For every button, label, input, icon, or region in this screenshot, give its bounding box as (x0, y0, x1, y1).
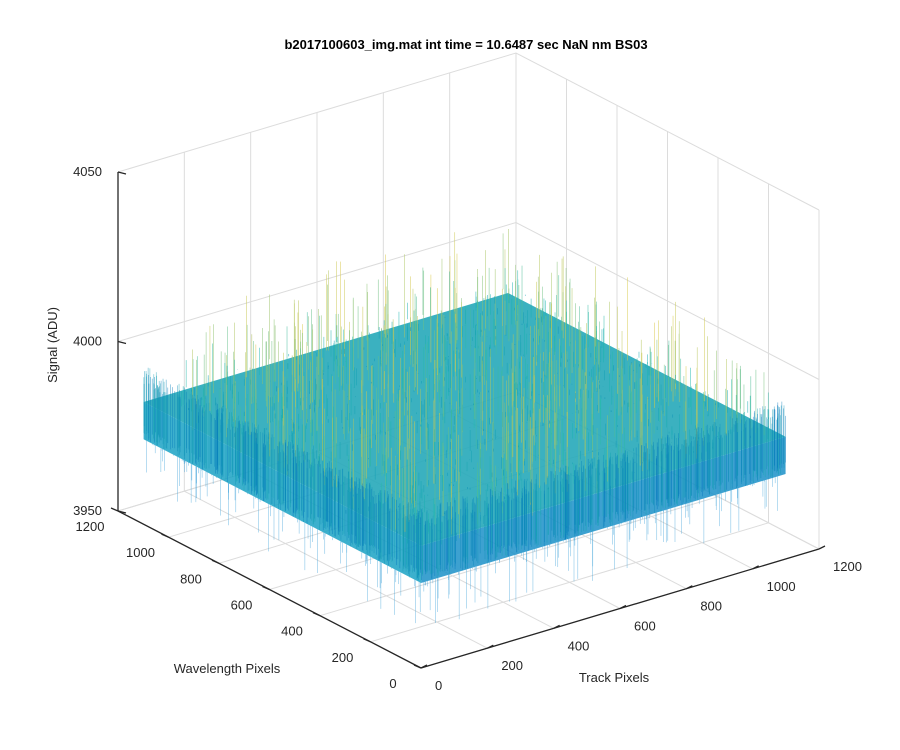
x-tick (553, 624, 560, 629)
x-tick-label: 600 (634, 619, 656, 634)
y-tick-label: 800 (180, 571, 202, 586)
z-tick-label: 4050 (73, 164, 102, 179)
y-tick (413, 664, 422, 669)
z-tick-label: 3950 (73, 503, 102, 518)
y-tick (363, 638, 371, 643)
z-tick (117, 510, 127, 514)
grid-wall-z-line (117, 52, 820, 211)
x-tick-label: 800 (700, 599, 722, 614)
y-tick (262, 585, 270, 591)
surface-top-face (143, 292, 786, 546)
y-tick-label: 1000 (126, 545, 155, 560)
x-tick-label: 1000 (767, 579, 796, 594)
x-tick-label: 0 (435, 678, 442, 693)
y-tick-label: 600 (231, 598, 253, 613)
chart-title: b2017100603_img.mat int time = 10.6487 s… (284, 37, 647, 52)
grid-wall-z-line (117, 221, 820, 380)
x-tick (420, 664, 428, 669)
y-tick-label: 200 (332, 650, 354, 665)
z-axis-label: Signal (ADU) (45, 307, 60, 383)
x-tick-label: 1200 (833, 559, 862, 574)
surface-mesh (143, 229, 786, 624)
y-tick-label: 0 (389, 676, 396, 691)
x-tick (619, 604, 627, 610)
y-tick (161, 533, 169, 538)
x-tick (818, 545, 826, 550)
y-axis-label: Wavelength Pixels (174, 661, 281, 676)
y-tick (211, 559, 220, 564)
z-tick (117, 171, 127, 175)
tick-labels: 0 200 400 600 800 1000 1200 0 200 400 600 800 1000 12… (73, 164, 862, 693)
y-tick-label: 400 (281, 624, 303, 639)
x-axis-label: Track Pixels (579, 670, 650, 685)
z-tick-label: 4000 (73, 334, 102, 349)
y-tick (110, 507, 119, 512)
x-tick (752, 565, 759, 570)
z-tick (117, 340, 127, 345)
y-tick (312, 612, 321, 617)
x-tick (487, 644, 494, 649)
x-tick-label: 200 (501, 658, 523, 673)
grid-floor-y-line (319, 496, 719, 617)
grid-floor-y-line (370, 522, 769, 643)
y-tick-label: 1200 (76, 519, 105, 534)
x-tick-label: 400 (568, 638, 590, 653)
x-tick (686, 585, 693, 590)
axes (110, 171, 826, 669)
